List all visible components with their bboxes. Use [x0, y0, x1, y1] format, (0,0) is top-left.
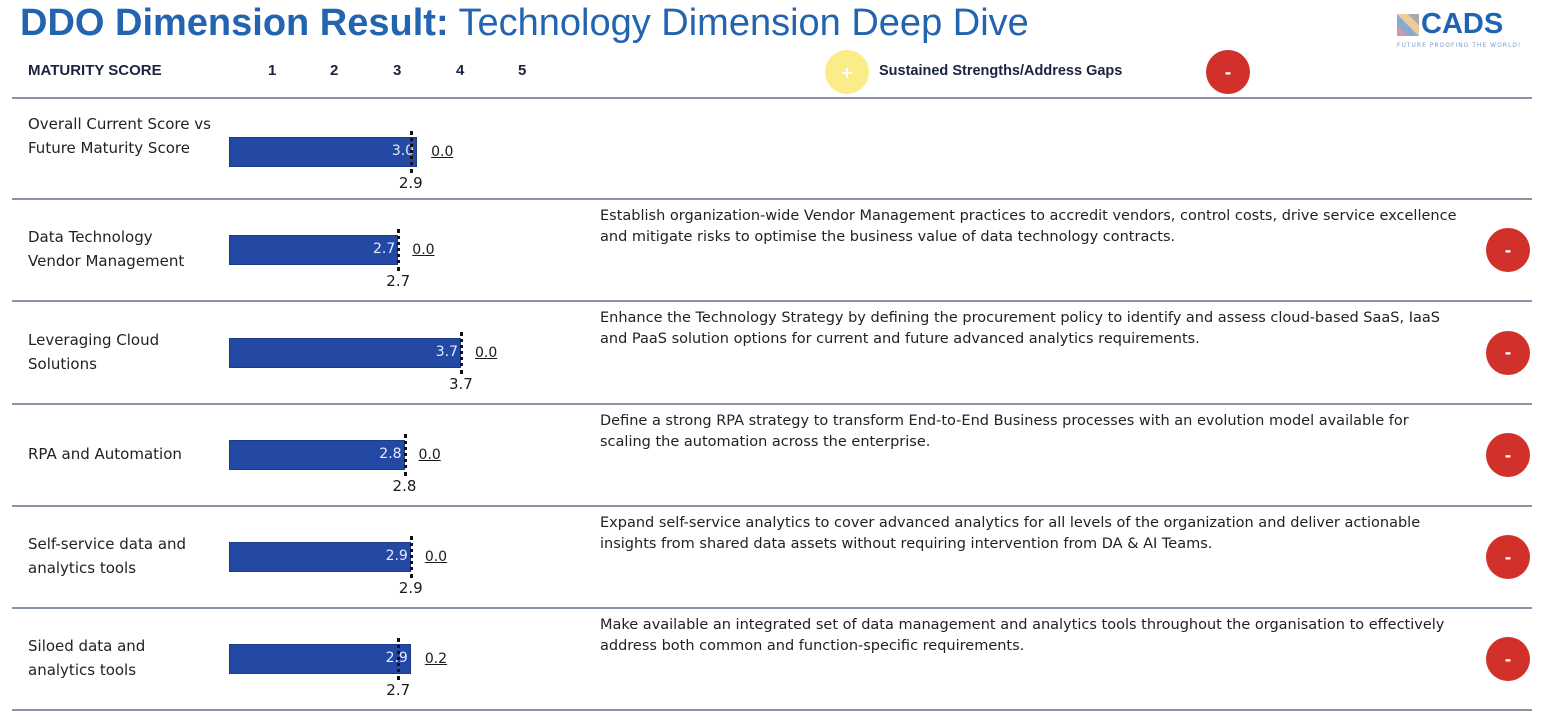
row-divider	[12, 97, 1532, 99]
legend-label: Sustained Strengths/Address Gaps	[879, 63, 1123, 79]
gap-value: 0.2	[424, 651, 448, 667]
address-gap-icon: -	[1486, 637, 1530, 681]
future-score-value: 2.7	[386, 272, 411, 290]
scale-5: 5	[518, 62, 527, 79]
table-row: Siloed data and analytics tools 2.9 2.7 …	[0, 607, 1543, 709]
recommendation-text: Expand self-service analytics to cover a…	[600, 515, 1421, 552]
gap-value: 0.0	[431, 144, 454, 160]
gap-value: 0.0	[424, 549, 448, 565]
row-divider	[12, 607, 1532, 609]
scale-1: 1	[268, 62, 277, 79]
current-score-value: 2.9	[385, 548, 408, 564]
address-gap-icon: -	[1486, 535, 1530, 579]
current-score-bar: 3.0	[229, 137, 418, 167]
gap-value: 0.0	[418, 447, 441, 463]
plus-icon: +	[825, 50, 869, 94]
current-score-value: 2.9	[385, 650, 408, 666]
current-score-bar: 2.7	[229, 235, 399, 265]
logo-mosaic-icon	[1397, 14, 1419, 36]
row-divider	[12, 198, 1532, 200]
recommendation-text: Enhance the Technology Strategy by defin…	[600, 310, 1440, 347]
row-divider	[12, 709, 1532, 711]
gap-value: 0.0	[474, 344, 498, 361]
current-score-value: 3.7	[435, 343, 458, 360]
minus-icon: -	[1206, 50, 1250, 94]
current-score-bar: 2.9	[229, 542, 411, 572]
scale-4: 4	[456, 62, 465, 79]
address-gap-icon: -	[1486, 330, 1530, 375]
row-label: Siloed data and analytics tools	[28, 637, 146, 679]
table-row: Self-service data and analytics tools 2.…	[0, 505, 1543, 607]
recommendation-text: Make available an integrated set of data…	[600, 617, 1445, 654]
scale-3: 3	[393, 62, 402, 79]
row-label: Overall Current Score vs Future Maturity…	[28, 114, 211, 157]
row-divider	[12, 300, 1532, 302]
row-label: RPA and Automation	[28, 445, 182, 463]
page-title: DDO Dimension Result: Technology Dimensi…	[20, 2, 1029, 44]
recommendation-text: Establish organization-wide Vendor Manag…	[600, 208, 1457, 245]
current-score-value: 2.7	[373, 241, 396, 257]
future-score-value: 3.7	[448, 374, 473, 393]
future-score-marker	[409, 536, 413, 578]
address-gap-icon: -	[1486, 228, 1530, 272]
future-score-value: 2.7	[386, 681, 411, 699]
future-score-marker	[397, 229, 401, 271]
future-score-marker	[409, 131, 413, 173]
logo-name: CADS	[1421, 8, 1504, 40]
scale-2: 2	[330, 62, 339, 79]
row-label: Data Technology Vendor Management	[28, 228, 185, 270]
table-row: Data Technology Vendor Management 2.7 2.…	[0, 198, 1543, 300]
current-score-bar: 2.9	[229, 644, 411, 674]
table-row: Overall Current Score vs Future Maturity…	[0, 97, 1543, 198]
current-score-bar: 3.7	[229, 337, 461, 368]
row-divider	[12, 505, 1532, 507]
current-score-value: 3.0	[391, 143, 415, 159]
row-divider	[12, 403, 1532, 405]
future-score-marker	[397, 638, 401, 680]
future-score-value: 2.9	[398, 174, 423, 192]
current-score-bar: 2.8	[229, 440, 405, 470]
logo-tagline: FUTURE PROOFING THE WORLD!	[1397, 42, 1522, 49]
table-row: Leveraging Cloud Solutions 3.7 3.7 0.0 En…	[0, 300, 1543, 403]
gap-value: 0.0	[412, 242, 435, 258]
cads-logo: CADS FUTURE PROOFING THE WORLD!	[1397, 8, 1522, 54]
table-row: RPA and Automation 2.8 2.8 0.0 Define a s…	[0, 403, 1543, 505]
future-score-value: 2.8	[392, 477, 417, 495]
future-score-marker	[459, 331, 463, 374]
future-score-value: 2.9	[398, 579, 423, 597]
row-label: Self-service data and analytics tools	[28, 535, 187, 577]
address-gap-icon: -	[1486, 433, 1530, 477]
recommendation-text: Define a strong RPA strategy to transfor…	[600, 413, 1409, 450]
current-score-value: 2.8	[379, 446, 402, 462]
row-label: Leveraging Cloud Solutions	[28, 330, 160, 373]
future-score-marker	[403, 434, 407, 476]
maturity-score-label: MATURITY SCORE	[28, 62, 162, 79]
